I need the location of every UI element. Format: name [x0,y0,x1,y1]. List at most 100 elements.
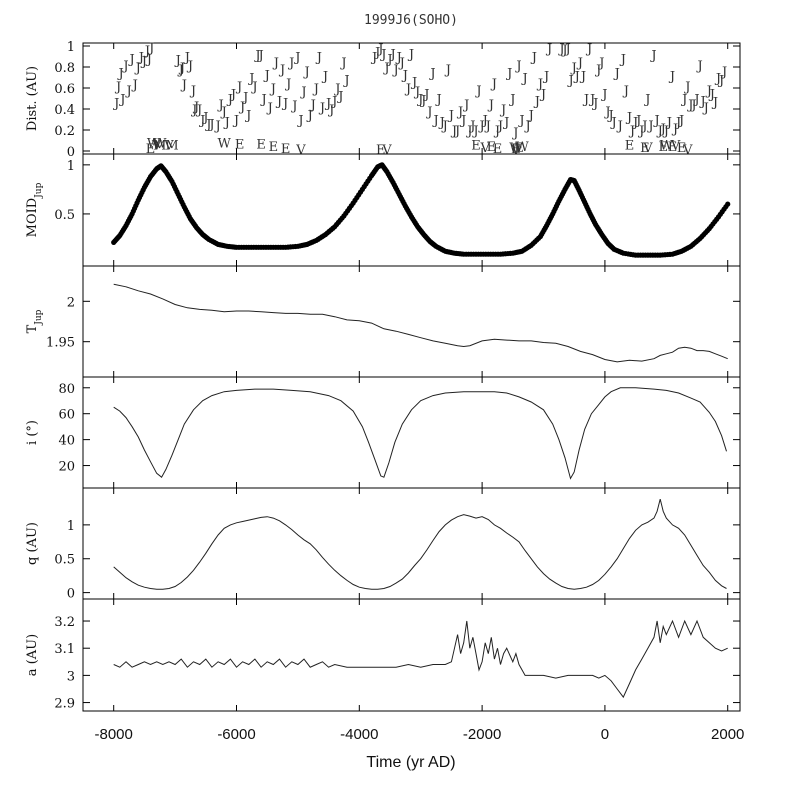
marker-J: J [662,124,669,139]
marker-W: W [153,137,167,152]
marker-J: J [717,74,724,89]
marker-J: J [481,114,488,129]
marker-J: J [296,114,303,129]
marker-E: E [146,142,156,157]
marker-J: J [435,93,442,108]
marker-J: J [287,56,294,71]
marker-J: J [484,119,491,134]
marker-E: E [658,140,668,155]
marker-J: J [493,124,500,139]
marker-V: V [642,141,653,156]
marker-J: J [131,78,138,93]
marker-E: E [625,139,635,154]
marker-E: E [514,141,524,156]
marker-J: J [511,126,518,141]
marker-J: J [336,89,343,104]
marker-J: J [536,77,543,92]
marker-J: J [447,108,454,123]
marker-J: J [692,93,699,108]
x-tick-label: 2000 [711,726,744,743]
marker-J: J [652,114,659,129]
series-line [113,619,728,699]
marker-J: J [373,45,380,60]
marker-E: E [235,138,245,153]
y-tick-label: 3.1 [54,642,75,657]
series-line [113,387,727,480]
y-tick-label: 1.95 [46,336,75,351]
marker-M: M [165,139,178,154]
panel-frame [82,376,741,489]
marker-J: J [579,69,586,84]
marker-J: J [177,63,184,78]
marker-J: J [410,76,417,91]
marker-J: J [116,66,123,81]
y-tick-label: 1 [67,519,75,534]
marker-J: J [459,114,466,129]
marker-J: J [299,85,306,100]
marker-J: J [444,63,451,78]
marker-J: J [247,72,254,87]
marker-J: J [468,119,475,134]
marker-J: J [309,98,316,113]
y-axis-label: i (°) [25,420,40,445]
marker-J: J [392,63,399,78]
marker-J: J [272,56,279,71]
marker-J: J [542,69,549,84]
marker-E: E [256,138,266,153]
marker-J: J [195,103,202,118]
marker-W: W [515,140,529,155]
y-tick-label: 3.2 [54,615,75,630]
marker-J: J [419,94,426,109]
marker-J: J [496,119,503,134]
y-tick-label: 1 [67,40,75,55]
marker-J: J [275,95,282,110]
marker-J: J [407,47,414,62]
y-tick-label: 80 [58,382,75,397]
marker-J: J [312,82,319,97]
marker-J: J [530,51,537,66]
marker-J: J [226,93,233,108]
marker-J: J [613,66,620,81]
marker-J: J [456,105,463,120]
y-axis-label: q (AU) [25,522,40,565]
marker-J: J [680,93,687,108]
marker-J: J [178,61,185,76]
marker-J: J [143,44,150,59]
marker-E: E [668,140,678,155]
marker-J: J [134,61,141,76]
marker-J: J [474,84,481,99]
marker-J: J [147,41,154,56]
marker-J: J [588,93,595,108]
y-tick-label: 3 [67,669,75,684]
panel-inc: 20 40 60 80 i (°) [25,376,741,489]
panel-q: 0 0.5 1 q (AU) [25,487,741,602]
marker-J: J [385,53,392,68]
marker-J: J [631,116,638,131]
marker-J: J [213,119,220,134]
marker-J: J [616,119,623,134]
marker-J: J [183,51,190,66]
marker-J: J [174,54,181,69]
marker-J: J [137,51,144,66]
marker-J: J [711,96,718,111]
marker-J: J [431,114,438,129]
y-axis-label-subscript: Jup [34,182,44,198]
marker-J: J [462,98,469,113]
marker-J: J [520,72,527,87]
marker-J: J [689,98,696,113]
marker-J: J [422,87,429,102]
marker-J: J [232,114,239,129]
marker-V: V [151,139,162,154]
marker-J: J [112,97,119,112]
marker-W: W [660,139,674,154]
panel-moid: 0.5 1 MOIDJup [25,153,741,267]
marker-V: V [381,143,392,158]
x-tick-label: -4000 [340,726,378,743]
marker-J: J [315,51,322,66]
x-tick-label: 0 [601,726,609,743]
marker-V: V [479,141,490,156]
y-tick-label: 0.4 [54,103,75,118]
y-tick-label: 2 [67,295,75,310]
marker-E: E [269,140,279,155]
marker-J: J [505,66,512,81]
